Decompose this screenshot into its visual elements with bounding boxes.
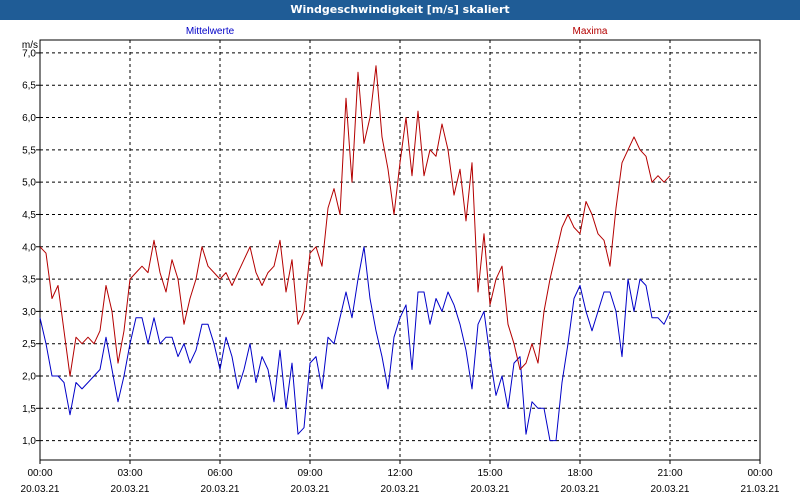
x-tick-date: 20.03.21 xyxy=(651,484,690,495)
y-tick-label: 1,5 xyxy=(22,404,36,415)
x-tick-date: 20.03.21 xyxy=(471,484,510,495)
x-tick-date: 20.03.21 xyxy=(381,484,420,495)
series-line-mittelwerte xyxy=(39,246,671,442)
x-tick-time: 03:00 xyxy=(117,468,142,479)
x-tick-date: 20.03.21 xyxy=(21,484,60,495)
y-tick-label: 7,0 xyxy=(22,48,36,59)
y-tick-label: 3,5 xyxy=(22,275,36,286)
y-tick-label: 2,5 xyxy=(22,339,36,350)
x-tick-date: 20.03.21 xyxy=(201,484,240,495)
y-tick-label: 5,0 xyxy=(22,178,36,189)
legend-maxima: Maxima xyxy=(572,26,607,37)
x-tick-time: 06:00 xyxy=(207,468,232,479)
y-tick-label: 5,5 xyxy=(22,145,36,156)
y-tick-label: 2,0 xyxy=(22,372,36,383)
y-tick-label: 6,5 xyxy=(22,81,36,92)
window-title: Windgeschwindigkeit [m/s] skaliert xyxy=(0,0,800,20)
x-tick-time: 12:00 xyxy=(387,468,412,479)
y-tick-label: 4,5 xyxy=(22,210,36,221)
y-tick-label: 6,0 xyxy=(22,113,36,124)
y-tick-label: 4,0 xyxy=(22,242,36,253)
series-layer xyxy=(39,65,671,442)
x-tick-time: 18:00 xyxy=(567,468,592,479)
x-tick-time: 09:00 xyxy=(297,468,322,479)
x-tick-time: 00:00 xyxy=(747,468,772,479)
grid xyxy=(40,40,760,460)
chart-area: 1,01,52,02,53,03,54,04,55,05,56,06,57,0 … xyxy=(21,26,780,495)
x-tick-time: 00:00 xyxy=(27,468,52,479)
y-tick-label: 3,0 xyxy=(22,307,36,318)
x-tick-date: 20.03.21 xyxy=(291,484,330,495)
series-line-maxima xyxy=(39,65,671,377)
x-tick-date: 21.03.21 xyxy=(741,484,780,495)
x-axis: 00:00 20.03.21 03:00 20.03.21 06:00 20.03.21 0… xyxy=(21,460,780,495)
x-tick-date: 20.03.21 xyxy=(111,484,150,495)
y-axis-label: m/s xyxy=(22,40,38,51)
y-axis: 1,0 1,5 2,0 2,5 3,0 3,5 4,0 4,5 5,0 5,5 6,0 6,5 7,0 xyxy=(22,48,40,447)
legend-mittelwerte: Mittelwerte xyxy=(186,26,235,37)
x-tick-date: 20.03.21 xyxy=(561,484,600,495)
y-tick-label: 1,0 xyxy=(22,436,36,447)
x-tick-time: 21:00 xyxy=(657,468,682,479)
x-tick-time: 15:00 xyxy=(477,468,502,479)
